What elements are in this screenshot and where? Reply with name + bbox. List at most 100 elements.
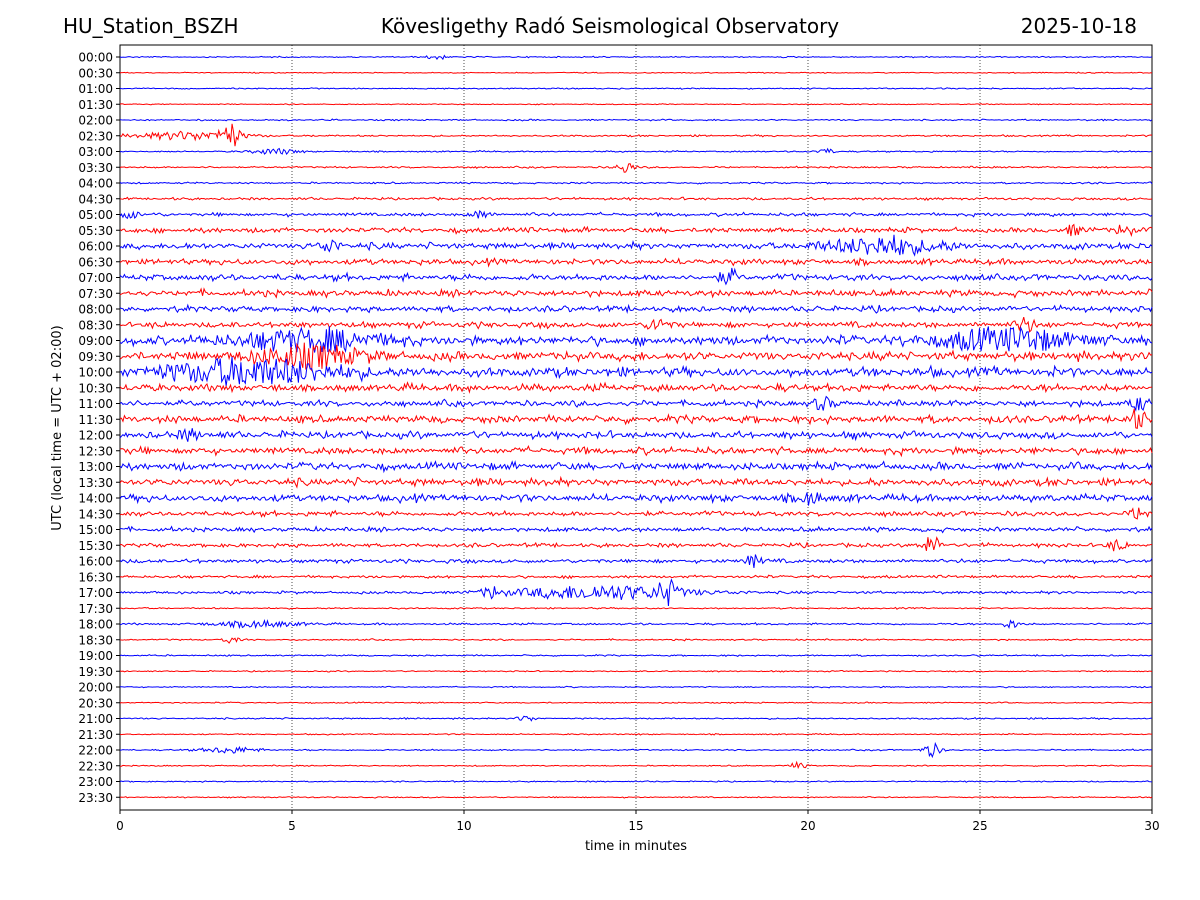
trace-0600 [119,234,1153,257]
trace-0430 [119,196,1153,202]
y-tick-label: 08:30 [78,318,113,332]
trace-1730 [119,606,1153,610]
y-tick-label: 13:30 [78,476,113,490]
y-tick-label: 16:00 [78,555,113,569]
trace-1230 [119,445,1153,458]
trace-2230 [119,760,1153,770]
x-tick-label: 0 [116,819,124,833]
y-tick-label: 01:00 [78,82,113,96]
y-tick-label: 17:30 [78,602,113,616]
y-tick-label: 03:00 [78,145,113,159]
y-axis-label: UTC (local time = UTC + 02:00) [50,325,65,530]
y-tick-label: 00:30 [78,66,113,80]
trace-0500 [119,209,1153,220]
trace-0630 [119,256,1153,268]
y-tick-label: 21:00 [78,712,113,726]
trace-0200 [119,118,1153,122]
trace-1600 [119,554,1153,569]
y-tick-label: 20:00 [78,681,113,695]
trace-0900 [119,325,1153,353]
plot-area [119,44,1153,811]
x-axis-ticks: 0 5 10 15 20 25 30 [116,810,1160,833]
y-tick-label: 11:30 [78,413,113,427]
trace-2200 [119,741,1153,759]
trace-1000 [119,356,1153,387]
trace-0030 [119,71,1153,74]
y-tick-label: 07:00 [78,271,113,285]
x-tick-label: 30 [1144,819,1159,833]
trace-1330 [119,475,1153,489]
y-tick-label: 19:30 [78,665,113,679]
y-tick-label: 15:30 [78,539,113,553]
trace-0700 [119,267,1153,286]
chart-date: 2025-10-18 [1020,14,1137,38]
x-axis-label: time in minutes [585,839,687,854]
y-tick-label: 01:30 [78,98,113,112]
x-tick-label: 25 [972,819,987,833]
y-tick-label: 22:30 [78,759,113,773]
trace-1800 [119,619,1153,630]
trace-0300 [119,147,1153,155]
trace-2030 [119,701,1153,705]
trace-1100 [119,395,1153,412]
trace-2130 [119,732,1153,736]
y-tick-label: 23:00 [78,775,113,789]
y-tick-label: 06:30 [78,255,113,269]
y-tick-label: 15:00 [78,523,113,537]
y-tick-label: 10:30 [78,381,113,395]
x-tick-label: 15 [628,819,643,833]
y-tick-label: 07:30 [78,287,113,301]
trace-1530 [119,536,1153,552]
trace-2330 [119,795,1153,799]
y-tick-label: 05:00 [78,208,113,222]
trace-1700 [119,578,1153,607]
y-tick-label: 16:30 [78,570,113,584]
trace-1900 [119,653,1153,658]
y-tick-label: 06:00 [78,240,113,254]
y-tick-label: 18:00 [78,618,113,632]
trace-2100 [119,715,1153,722]
y-tick-label: 23:30 [78,791,113,805]
y-tick-label: 00:00 [78,51,113,65]
trace-0830 [119,317,1153,333]
y-tick-label: 11:00 [78,397,113,411]
trace-1400 [119,492,1153,506]
traces [119,54,1153,799]
y-tick-label: 10:00 [78,366,113,380]
trace-2000 [119,685,1153,689]
y-tick-label: 09:00 [78,334,113,348]
trace-0800 [119,303,1153,314]
y-tick-label: 04:30 [78,192,113,206]
x-tick-label: 10 [456,819,471,833]
trace-0230 [119,123,1153,147]
y-tick-label: 12:30 [78,444,113,458]
trace-1130 [119,408,1153,429]
trace-1200 [119,427,1153,442]
station-name: HU_Station_BSZH [63,14,239,38]
y-tick-label: 18:30 [78,633,113,647]
y-tick-label: 08:00 [78,303,113,317]
y-tick-label: 05:30 [78,224,113,238]
y-tick-label: 13:00 [78,460,113,474]
y-tick-label: 12:00 [78,429,113,443]
y-tick-label: 04:00 [78,177,113,191]
y-tick-label: 22:00 [78,744,113,758]
trace-0130 [119,103,1153,106]
trace-1830 [119,637,1153,644]
trace-1030 [119,381,1153,394]
y-tick-label: 14:30 [78,507,113,521]
y-tick-label: 20:30 [78,696,113,710]
trace-1500 [119,525,1153,534]
trace-1430 [119,507,1153,520]
trace-0730 [119,287,1153,299]
trace-1630 [119,574,1153,580]
trace-0930 [119,342,1153,372]
trace-0000 [119,54,1153,61]
trace-0400 [119,181,1153,185]
y-tick-label: 19:00 [78,649,113,663]
y-tick-label: 02:00 [78,114,113,128]
y-tick-label: 03:30 [78,161,113,175]
trace-2300 [119,780,1153,783]
